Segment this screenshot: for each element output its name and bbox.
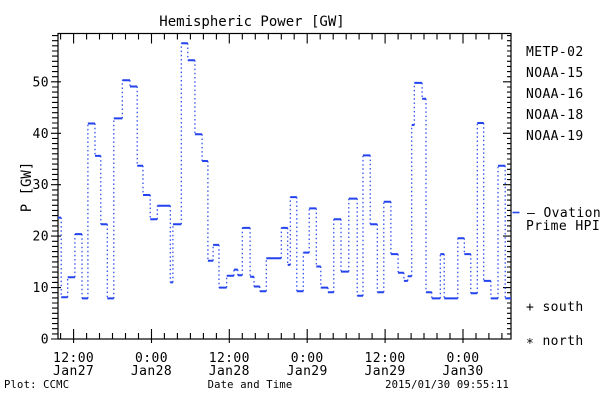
x-tick-label-date: Jan29 (365, 364, 406, 379)
axis-ticks (51, 33, 511, 343)
x-tick-label-date: Jan28 (131, 364, 172, 379)
plot-frame (57, 32, 512, 340)
x-tick-label-date: Jan30 (442, 364, 483, 379)
y-tick-label: 50 (33, 75, 49, 90)
y-tick-label: 40 (33, 127, 49, 142)
legend-item-ovation-prime-hpi-line2: Prime HPI (526, 219, 600, 234)
y-tick-label: 30 (33, 178, 49, 193)
axes: 0102030405012:00Jan270:00Jan2812:00Jan28… (33, 32, 512, 379)
legend-item-noaa-15: NOAA-15 (526, 66, 584, 81)
hpi-step-dash-markers (58, 42, 511, 300)
chart-title: Hemispheric Power [GW] (159, 14, 344, 30)
x-axis-label: Date and Time (208, 379, 293, 391)
x-tick-label-date: Jan29 (287, 364, 328, 379)
x-tick-label-time: 12:00 (53, 351, 94, 366)
plot-credit: Plot: CCMC (4, 379, 69, 391)
x-tick-label-time: 12:00 (209, 351, 250, 366)
y-tick-label: 20 (33, 230, 49, 245)
legend-item-noaa-16: NOAA-16 (526, 87, 584, 102)
data-series-ovation-prime-hpi (58, 42, 511, 300)
plot-timestamp: 2015/01/30 09:55:11 (385, 379, 509, 391)
x-tick-label-time: 12:00 (365, 351, 406, 366)
x-tick-label-time: 0:00 (135, 351, 168, 366)
legend-item-south: + south (526, 300, 584, 315)
x-tick-label-date: Jan27 (53, 364, 94, 379)
x-tick-label-time: 0:00 (291, 351, 324, 366)
legend-item-metp-02: METP-02 (526, 45, 584, 60)
y-tick-label: 0 (41, 333, 49, 348)
legend-item-noaa-19: NOAA-19 (526, 129, 584, 144)
x-tick-label-time: 0:00 (447, 351, 480, 366)
legend-item-north: ∗ north (526, 334, 584, 349)
legend: METP-02 NOAA-15 NOAA-16 NOAA-18 NOAA-19 – Ova… (512, 45, 600, 349)
y-tick-label: 10 (33, 281, 49, 296)
y-axis-label: P [GW] (19, 162, 35, 213)
legend-item-noaa-18: NOAA-18 (526, 108, 584, 123)
hpi-step-vertical-connectors (60, 43, 506, 299)
x-tick-label-date: Jan28 (209, 364, 250, 379)
legend-item-ovation-prime-hpi-line1: – Ovation (527, 206, 600, 221)
